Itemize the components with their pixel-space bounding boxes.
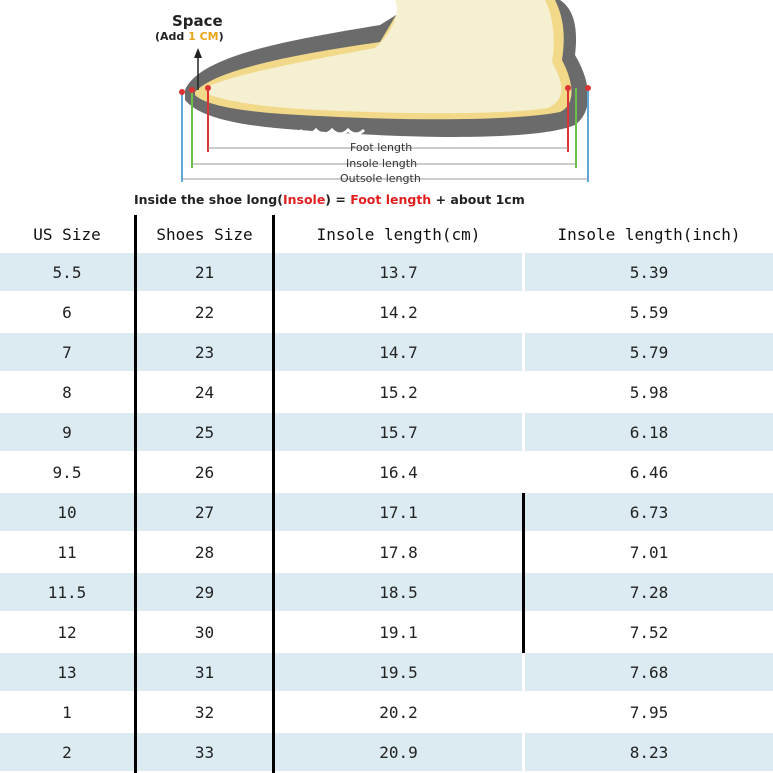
shoes-size-cell: 30: [137, 613, 272, 653]
table-row: 8 24 15.2 5.98: [0, 373, 773, 413]
foot-shape: [205, 0, 562, 114]
insole-inch-cell: 8.23: [525, 733, 773, 773]
table-row: 13 31 19.5 7.68: [0, 653, 773, 693]
insole-inch-cell: 6.46: [525, 453, 773, 493]
insole-cm-cell: 18.5: [275, 573, 522, 613]
table-row: 5.5 21 13.7 5.39: [0, 253, 773, 293]
header-insole-inch: Insole length(inch): [525, 215, 773, 253]
insole-cm-cell: 14.7: [275, 333, 522, 373]
us-size-cell: 8: [0, 373, 134, 413]
shoes-size-cell: 22: [137, 293, 272, 333]
us-size-cell: 10: [0, 493, 134, 533]
insole-cm-cell: 15.2: [275, 373, 522, 413]
us-size-cell: 1: [0, 693, 134, 733]
column-divider: [272, 215, 275, 773]
insole-inch-cell: 6.18: [525, 413, 773, 453]
header-shoes-size: Shoes Size: [137, 215, 272, 253]
size-chart-table: US Size Shoes Size Insole length(cm) Ins…: [0, 215, 773, 773]
table-row: 10 27 17.1 6.73: [0, 493, 773, 533]
shoes-size-cell: 29: [137, 573, 272, 613]
insole-inch-cell: 7.52: [525, 613, 773, 653]
shoe-cross-section-illustration: [179, 0, 591, 182]
insole-length-label: Insole length: [346, 157, 418, 170]
table-row: 7 23 14.7 5.79: [0, 333, 773, 373]
us-size-cell: 13: [0, 653, 134, 693]
shoes-size-cell: 23: [137, 333, 272, 373]
insole-cm-cell: 15.7: [275, 413, 522, 453]
table-row: 11 28 17.8 7.01: [0, 533, 773, 573]
insole-cm-cell: 19.5: [275, 653, 522, 693]
us-size-cell: 9.5: [0, 453, 134, 493]
header-insole-cm: Insole length(cm): [275, 215, 522, 253]
table-row: 9.5 26 16.4 6.46: [0, 453, 773, 493]
insole-inch-cell: 5.39: [525, 253, 773, 293]
insole-cm-cell: 17.8: [275, 533, 522, 573]
tread-marks: [298, 127, 366, 136]
us-size-cell: 5.5: [0, 253, 134, 293]
shoes-size-cell: 25: [137, 413, 272, 453]
insole-inch-cell: 5.98: [525, 373, 773, 413]
insole-cm-cell: 16.4: [275, 453, 522, 493]
insole-inch-cell: 5.79: [525, 333, 773, 373]
us-size-cell: 6: [0, 293, 134, 333]
table-row: 12 30 19.1 7.52: [0, 613, 773, 653]
outsole-length-label: Outsole length: [340, 172, 421, 185]
us-size-cell: 7: [0, 333, 134, 373]
insole-cm-cell: 17.1: [275, 493, 522, 533]
us-size-cell: 12: [0, 613, 134, 653]
insole-inch-cell: 7.28: [525, 573, 773, 613]
insole-inch-cell: 6.73: [525, 493, 773, 533]
column-divider: [134, 215, 137, 773]
table-row: 1 32 20.2 7.95: [0, 693, 773, 733]
insole-cm-cell: 20.2: [275, 693, 522, 733]
insole-cm-cell: 13.7: [275, 253, 522, 293]
shoes-size-cell: 32: [137, 693, 272, 733]
table-row: 9 25 15.7 6.18: [0, 413, 773, 453]
insole-cm-cell: 19.1: [275, 613, 522, 653]
table-row: 6 22 14.2 5.59: [0, 293, 773, 333]
insole-formula: Inside the shoe long(Insole) = Foot leng…: [134, 192, 525, 207]
shoes-size-cell: 27: [137, 493, 272, 533]
insole-inch-cell: 7.68: [525, 653, 773, 693]
us-size-cell: 11.5: [0, 573, 134, 613]
insole-inch-cell: 5.59: [525, 293, 773, 333]
shoes-size-cell: 24: [137, 373, 272, 413]
shoes-size-cell: 26: [137, 453, 272, 493]
us-size-cell: 11: [0, 533, 134, 573]
shoes-size-cell: 31: [137, 653, 272, 693]
space-label: Space: [172, 12, 223, 30]
column-divider: [522, 493, 525, 653]
us-size-cell: 2: [0, 733, 134, 773]
insole-cm-cell: 20.9: [275, 733, 522, 773]
shoes-size-cell: 33: [137, 733, 272, 773]
table-row: 2 33 20.9 8.23: [0, 733, 773, 773]
insole-inch-cell: 7.95: [525, 693, 773, 733]
space-note: (Add 1 CM): [155, 30, 224, 43]
header-us-size: US Size: [0, 215, 134, 253]
insole-cm-cell: 14.2: [275, 293, 522, 333]
insole-inch-cell: 7.01: [525, 533, 773, 573]
foot-length-label: Foot length: [350, 141, 413, 154]
table-row: 11.5 29 18.5 7.28: [0, 573, 773, 613]
insole-measurement-diagram: Space (Add 1 CM) Foot length Insole leng…: [0, 0, 773, 215]
space-arrow-head: [194, 48, 202, 58]
us-size-cell: 9: [0, 413, 134, 453]
shoes-size-cell: 28: [137, 533, 272, 573]
shoes-size-cell: 21: [137, 253, 272, 293]
